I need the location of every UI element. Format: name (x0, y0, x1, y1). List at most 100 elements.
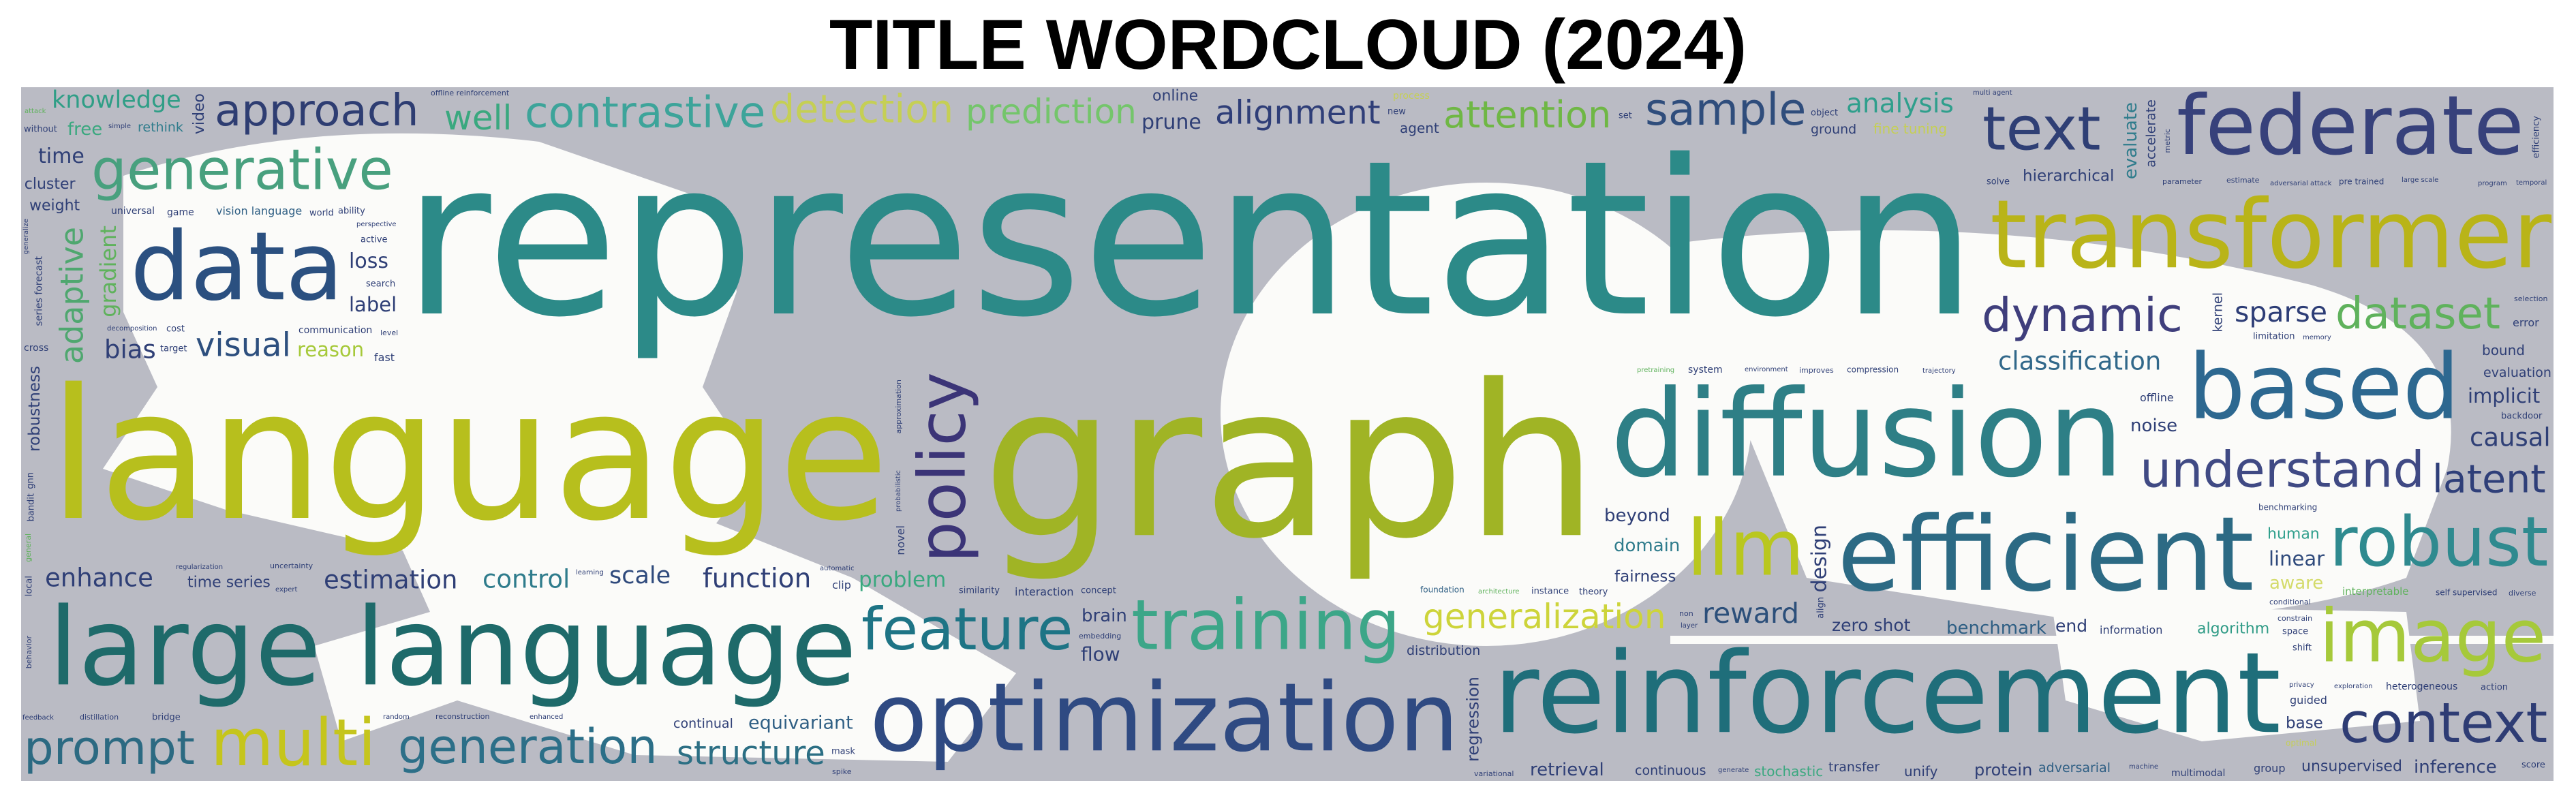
word-evaluate: evaluate (2121, 102, 2141, 179)
word-based: based (2188, 335, 2459, 440)
word-object: object (1811, 108, 1838, 118)
word-diffusion: diffusion (1610, 365, 2123, 504)
word-benchmark: benchmark (1946, 618, 2046, 638)
word-level: level (380, 328, 398, 337)
word-data: data (130, 211, 343, 322)
word-kernel: kernel (2211, 292, 2226, 333)
word-regression: regression (1464, 677, 1483, 762)
word-continuous: continuous (1635, 763, 1706, 778)
word-solve: solve (1987, 176, 2010, 187)
word-policy: policy (906, 372, 981, 563)
word-local: local (25, 576, 35, 596)
word-adaptive: adaptive (54, 227, 91, 364)
word-layer: layer (1681, 622, 1698, 630)
word-alignment: alignment (1215, 93, 1381, 132)
word-dataset: dataset (2335, 289, 2500, 339)
word-decomposition: decomposition (107, 325, 157, 333)
word-robust: robust (2329, 502, 2548, 582)
word-implicit: implicit (2468, 384, 2540, 407)
word-retrieval: retrieval (1530, 760, 1604, 780)
word-offline: offline (2140, 391, 2174, 404)
chart-title: TITLE WORDCLOUD (2024) (829, 5, 1747, 84)
word-memory: memory (2303, 334, 2331, 341)
word-attention: attention (1443, 93, 1611, 136)
word-set: set (1619, 110, 1632, 121)
word-probabilistic: probabilistic (895, 470, 902, 512)
word-error: error (2513, 316, 2539, 329)
word-context: context (2340, 692, 2547, 756)
word-generate: generate (1718, 767, 1749, 774)
mask-band (1670, 636, 2554, 644)
word-process: process (1393, 91, 1430, 102)
word-equivariant: equivariant (748, 713, 853, 734)
word-design: design (1807, 525, 1831, 593)
word-learning: learning (576, 569, 604, 576)
word-simple: simple (108, 123, 131, 130)
word-feedback: feedback (22, 714, 54, 722)
word-free: free (67, 119, 102, 140)
word-problem: problem (859, 568, 946, 592)
word-series-forecast: series forecast (33, 256, 44, 326)
word-zero-shot: zero shot (1832, 615, 1911, 635)
word-self-supervised: self supervised (2436, 588, 2498, 598)
word-machine: machine (2129, 763, 2158, 771)
word-optimization: optimization (870, 662, 1459, 773)
word-reinforcement: reinforcement (1493, 628, 2281, 758)
word-expert: expert (275, 586, 298, 593)
word-image: image (2319, 595, 2546, 679)
word-spike: spike (832, 767, 852, 776)
word-base: base (2286, 714, 2323, 732)
word-linear: linear (2269, 547, 2325, 570)
word-noise: noise (2130, 416, 2177, 436)
word-estimation: estimation (324, 566, 457, 595)
word-approximation: approximation (894, 380, 903, 433)
word-cluster: cluster (25, 176, 76, 193)
word-temporal: temporal (2516, 179, 2547, 187)
word-efficient: efficient (1837, 495, 2254, 615)
word-transfer: transfer (1828, 760, 1880, 775)
word-inference: inference (2414, 757, 2497, 777)
word-backdoor: backdoor (2501, 411, 2543, 421)
word-active: active (361, 234, 388, 245)
word-distillation: distillation (80, 713, 119, 722)
word-automatic: automatic (820, 565, 855, 572)
word-without: without (24, 124, 57, 134)
word-scale: scale (609, 562, 671, 589)
word-adversarial-attack: adversarial attack (2270, 180, 2332, 187)
word-conditional: conditional (2269, 598, 2311, 606)
word-score: score (2521, 760, 2545, 770)
word-instance: instance (1531, 586, 1569, 596)
word-enhanced: enhanced (530, 713, 563, 721)
word-guided: guided (2290, 694, 2327, 707)
word-embedding: embedding (1079, 632, 1121, 641)
word-mask: mask (831, 746, 855, 756)
word-align: align (1816, 597, 1826, 619)
word-attack: attack (25, 108, 46, 115)
word-exploration: exploration (2334, 683, 2373, 690)
word-communication: communication (298, 325, 372, 336)
word-fine-tuning: fine tuning (1873, 121, 1947, 137)
word-large-scale: large scale (2402, 176, 2438, 184)
word-compression: compression (1847, 365, 1899, 375)
word-pretraining: pretraining (1637, 367, 1674, 374)
word-fast: fast (374, 351, 395, 364)
word-general: general (24, 534, 33, 562)
word-knowledge: knowledge (52, 87, 181, 114)
word-structure: structure (677, 734, 825, 772)
word-benchmarking: benchmarking (2258, 503, 2317, 512)
wordcloud-mask (103, 133, 2554, 762)
word-video: video (191, 93, 208, 134)
word-text: text (1982, 93, 2101, 164)
word-training: training (1131, 585, 1400, 666)
word-reward: reward (1702, 597, 1799, 630)
word-bound: bound (2482, 342, 2525, 358)
word-information: information (2100, 623, 2162, 636)
word-generative: generative (91, 138, 393, 203)
word-aware: aware (2269, 573, 2323, 593)
word-unify: unify (1904, 763, 1938, 780)
word-variational: variational (1474, 769, 1514, 778)
word-reason: reason (297, 338, 364, 361)
word-multimodal: multimodal (2171, 768, 2225, 779)
